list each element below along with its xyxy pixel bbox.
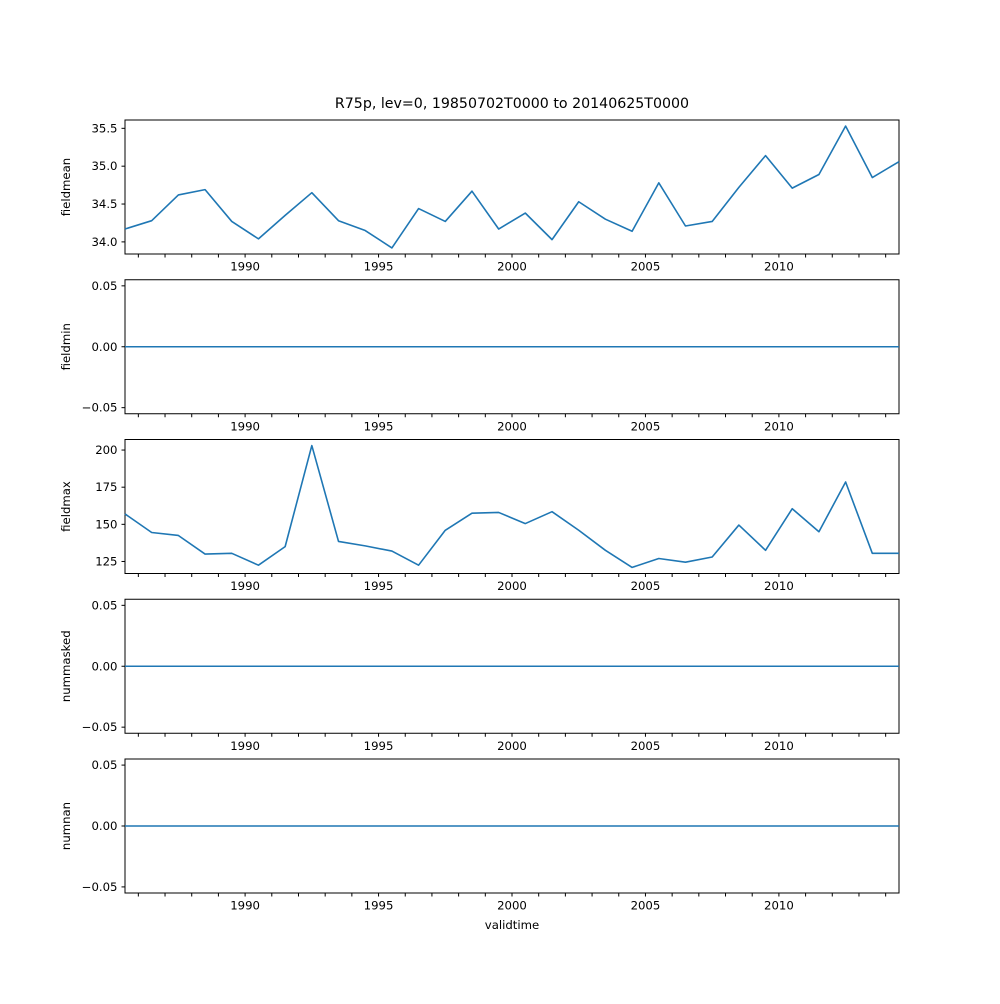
x-tick-label: 2010: [764, 260, 794, 274]
axes-frame: [124, 119, 900, 255]
subplot-panels: 1990 1995 2000 2005 2010 34.0 34.5 35.0 35.5 fiel…: [59, 119, 900, 913]
y-tick-label: −0.05: [82, 880, 118, 894]
x-tick-label: 2000: [497, 579, 527, 593]
y-tick-label: 0.00: [91, 340, 117, 354]
y-tick-label: 0.05: [91, 758, 117, 772]
x-tick-label: 2005: [631, 739, 661, 753]
x-tick-label: 1995: [364, 579, 394, 593]
x-tick-label: 2010: [764, 899, 794, 913]
x-tick-label: 1990: [230, 739, 260, 753]
y-tick-label: 0.00: [91, 659, 117, 673]
plot-title: R75p, lev=0, 19850702T0000 to 20140625T0…: [335, 96, 689, 112]
y-axis-label: fieldmax: [59, 481, 73, 532]
x-tick-label: 1995: [364, 899, 394, 913]
y-tick-label: 125: [95, 554, 117, 568]
fieldmean-line: [124, 125, 900, 249]
y-axis-label: fieldmin: [59, 323, 73, 370]
x-tick-label: 2005: [631, 579, 661, 593]
subplot-nummasked: 1990 1995 2000 2005 2010 −0.05 0.00 0.05 nummask…: [59, 598, 900, 753]
subplot-fieldmin: 1990 1995 2000 2005 2010 −0.05 0.00 0.05 fieldmi…: [59, 279, 900, 433]
axes-frame: [124, 439, 900, 574]
y-tick-label: 0.05: [91, 279, 117, 293]
subplot-numnan: 1990 1995 2000 2005 2010 −0.05 0.00 0.05 numnan: [59, 758, 900, 913]
x-tick-label: 2000: [497, 260, 527, 274]
y-axis-label: fieldmean: [59, 158, 73, 216]
subplot-fieldmax: 1990 1995 2000 2005 2010 125 150 175 200 fieldmax: [59, 439, 900, 593]
x-tick-label: 2010: [764, 579, 794, 593]
y-tick-label: 35.5: [91, 121, 117, 135]
x-tick-label: 2005: [631, 419, 661, 433]
x-tick-label: 1990: [230, 260, 260, 274]
x-tick-label: 2000: [497, 739, 527, 753]
y-tick-label: 175: [95, 480, 117, 494]
y-tick-label: −0.05: [82, 720, 118, 734]
y-tick-label: −0.05: [82, 401, 118, 415]
y-axis-label: nummasked: [59, 630, 73, 702]
y-tick-label: 0.00: [91, 819, 117, 833]
y-axis-label: numnan: [59, 802, 73, 850]
y-tick-label: 34.5: [91, 197, 117, 211]
x-tick-label: 2005: [631, 899, 661, 913]
x-tick-label: 1995: [364, 419, 394, 433]
x-tick-label: 2010: [764, 419, 794, 433]
y-tick-label: 34.0: [91, 235, 117, 249]
x-tick-label: 1995: [364, 260, 394, 274]
subplot-fieldmean: 1990 1995 2000 2005 2010 34.0 34.5 35.0 35.5 fiel…: [59, 119, 900, 274]
x-tick-label: 1990: [230, 419, 260, 433]
y-tick-label: 0.05: [91, 598, 117, 612]
y-tick-label: 200: [95, 443, 117, 457]
x-tick-label: 2000: [497, 899, 527, 913]
x-tick-label: 1995: [364, 739, 394, 753]
y-tick-label: 150: [95, 517, 117, 531]
x-tick-label: 2010: [764, 739, 794, 753]
x-tick-label: 2005: [631, 260, 661, 274]
y-tick-label: 35.0: [91, 159, 117, 173]
x-tick-label: 1990: [230, 579, 260, 593]
fieldmax-line: [124, 444, 899, 569]
x-axis-label: validtime: [485, 918, 539, 932]
x-tick-label: 1990: [230, 899, 260, 913]
x-tick-label: 2000: [497, 419, 527, 433]
